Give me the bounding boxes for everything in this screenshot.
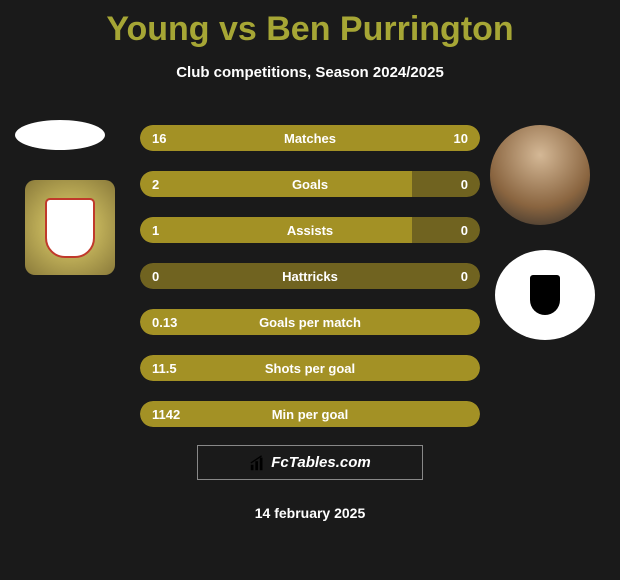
- club-right-crest: [495, 250, 595, 340]
- stat-row: 0.13Goals per match: [140, 309, 480, 335]
- stat-label: Assists: [140, 223, 480, 238]
- stat-value-right: 0: [461, 223, 468, 238]
- stat-row: 1Assists0: [140, 217, 480, 243]
- crest-right-shield-icon: [530, 275, 560, 315]
- stat-label: Goals per match: [140, 315, 480, 330]
- stat-row: 0Hattricks0: [140, 263, 480, 289]
- stat-label: Matches: [140, 131, 480, 146]
- stat-label: Shots per goal: [140, 361, 480, 376]
- player-right-avatar: [490, 125, 590, 225]
- footer-date: 14 february 2025: [0, 505, 620, 521]
- page-title: Young vs Ben Purrington: [0, 0, 620, 49]
- stats-container: 16Matches102Goals01Assists00Hattricks00.…: [140, 125, 480, 447]
- stat-label: Goals: [140, 177, 480, 192]
- stat-label: Hattricks: [140, 269, 480, 284]
- stat-row: 1142Min per goal: [140, 401, 480, 427]
- crest-left-shield-icon: [45, 198, 95, 258]
- stat-value-right: 10: [454, 131, 468, 146]
- stat-value-right: 0: [461, 269, 468, 284]
- stat-row: 16Matches10: [140, 125, 480, 151]
- stat-row: 2Goals0: [140, 171, 480, 197]
- chart-icon: [249, 454, 267, 472]
- stat-row: 11.5Shots per goal: [140, 355, 480, 381]
- club-left-crest: [25, 180, 115, 275]
- footer-brand-text: FcTables.com: [271, 454, 370, 471]
- footer-brand-box: FcTables.com: [197, 445, 423, 480]
- stat-value-right: 0: [461, 177, 468, 192]
- subtitle: Club competitions, Season 2024/2025: [0, 64, 620, 81]
- player-left-avatar: [15, 120, 105, 150]
- stat-label: Min per goal: [140, 407, 480, 422]
